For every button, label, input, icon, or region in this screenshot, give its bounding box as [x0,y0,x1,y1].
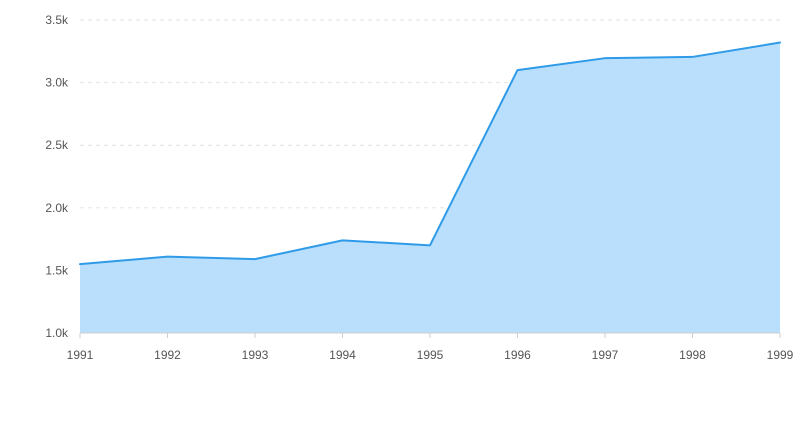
x-axis [79,332,781,338]
x-axis-tick-labels: 1991 1992 1993 1994 1995 1996 1997 1998 1999 [67,348,794,362]
series-area-fill [80,42,780,333]
y-axis-tick-labels: 1.0k 1.5k 2.0k 2.5k 3.0k 3.5k [45,13,69,340]
y-tick-label: 1.5k [45,263,69,277]
x-tick-label: 1997 [592,348,619,362]
series-line [79,41,781,266]
x-tick-label: 1992 [154,348,181,362]
y-tick-label: 3.0k [45,76,69,90]
x-tick-label: 1996 [504,348,531,362]
x-tick-label: 1993 [242,348,269,362]
x-tick-label: 1999 [767,348,794,362]
x-tick-label: 1998 [679,348,706,362]
x-tick-label: 1995 [417,348,444,362]
series-area-group [79,41,781,333]
y-tick-label: 3.5k [45,13,69,27]
y-tick-label: 2.0k [45,201,69,215]
y-tick-label: 1.0k [45,326,69,340]
y-tick-label: 2.5k [45,138,69,152]
x-tick-label: 1991 [67,348,94,362]
x-tick-label: 1994 [329,348,356,362]
